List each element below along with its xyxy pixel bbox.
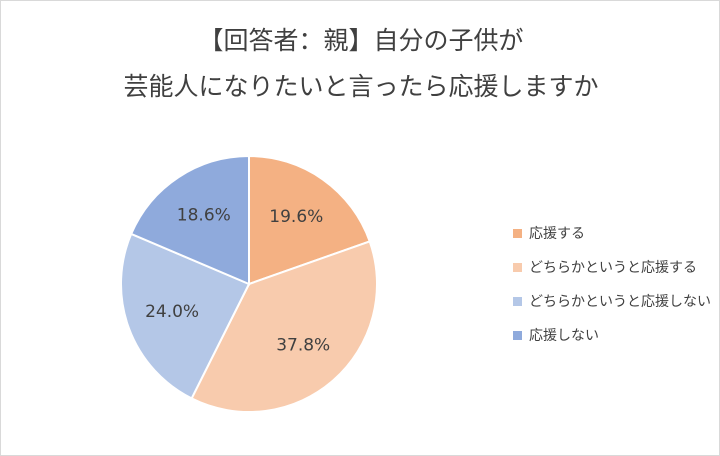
legend-label-somewhat-support: どちらかというと応援する	[529, 260, 697, 276]
pie-label-somewhat-support: 37.8%	[276, 335, 330, 355]
legend-swatch-not-support	[513, 330, 522, 340]
pie-slice-somewhat-not-support	[120, 232, 251, 400]
pie-label-not-support: 18.6%	[177, 206, 231, 226]
legend-item-not-support: 応援しない	[513, 318, 711, 352]
legend-item-support: 応援する	[513, 216, 711, 250]
legend-item-somewhat-support: どちらかというと応援する	[513, 250, 711, 284]
pie-slice-not-support	[129, 154, 250, 286]
legend-item-somewhat-not-support: どちらかというと応援しない	[513, 284, 711, 318]
legend-label-somewhat-not-support: どちらかというと応援しない	[529, 294, 711, 310]
legend-swatch-somewhat-not-support	[513, 296, 522, 306]
chart-legend: 応援する どちらかというと応援する どちらかというと応援しない 応援しない	[513, 216, 711, 352]
legend-label-support: 応援する	[529, 226, 585, 242]
pie-label-somewhat-not-support: 24.0%	[145, 302, 199, 322]
pie-label-support: 19.6%	[269, 207, 323, 227]
chart-title-line-2: 芸能人になりたいと言ったら応援しますか	[123, 72, 599, 101]
legend-swatch-somewhat-support	[513, 262, 522, 272]
pie-slice-somewhat-support	[190, 240, 378, 413]
legend-swatch-support	[513, 228, 522, 238]
legend-label-not-support: 応援しない	[529, 328, 599, 344]
chart-title-line-1: 【回答者：親】自分の子供が	[198, 26, 524, 55]
